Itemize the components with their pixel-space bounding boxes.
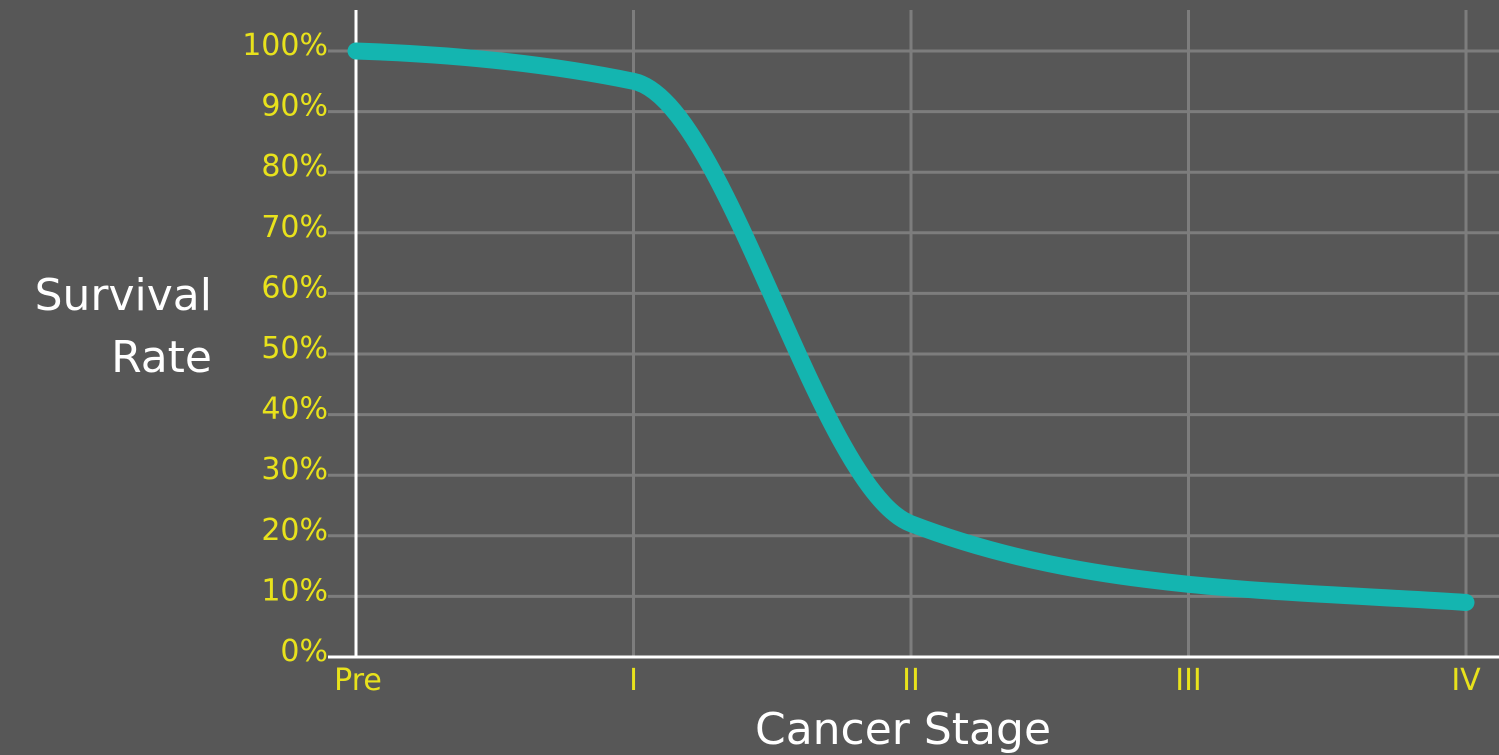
y-axis-label-line-1: Survival [35, 270, 212, 321]
x-tick-label: I [629, 663, 638, 698]
series-layer [347, 42, 1475, 611]
y-axis-label-line-2: Rate [111, 332, 212, 383]
x-tick-label: II [902, 663, 920, 698]
y-tick-label: 40% [261, 392, 328, 427]
y-tick-label: 90% [261, 89, 328, 124]
y-tick-label: 80% [261, 149, 328, 184]
grid-lines [328, 10, 1499, 657]
y-tick-label: 10% [261, 573, 328, 608]
y-tick-labels: 0% 10% 20% 30% 40% 50% 60% 70% 80% 90% 100% [242, 28, 328, 669]
y-tick-label: 60% [261, 270, 328, 305]
survival-curve [347, 42, 1475, 611]
x-tick-label: IV [1451, 663, 1481, 698]
x-axis-label: Cancer Stage [755, 704, 1051, 755]
x-tick-label: III [1175, 663, 1202, 698]
y-tick-label: 30% [261, 452, 328, 487]
y-tick-label: 50% [261, 331, 328, 366]
axes [328, 10, 1499, 659]
y-tick-label: 70% [261, 210, 328, 245]
y-tick-label: 100% [242, 28, 328, 63]
x-tick-labels: Pre I II III IV [334, 663, 1481, 698]
y-tick-label: 0% [280, 634, 328, 669]
x-tick-label: Pre [334, 663, 382, 698]
y-tick-label: 20% [261, 513, 328, 548]
